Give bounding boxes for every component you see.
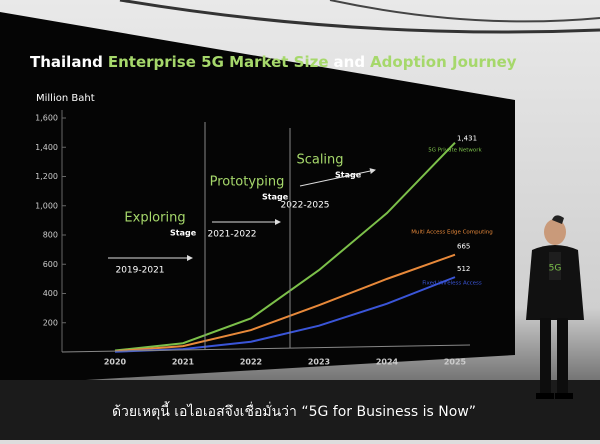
stage-period: 2019-2021 [115, 266, 164, 276]
y-tick-label: 1,600 [35, 114, 58, 123]
series-line [114, 276, 456, 353]
stage-title: Scaling [296, 153, 343, 168]
stage-subtitle: Stage [335, 171, 362, 180]
y-tick-label: 200 [43, 318, 58, 327]
y-tick-label: 600 [43, 260, 58, 269]
title-part: and [334, 53, 366, 71]
y-tick-label: 1,200 [35, 172, 58, 181]
stage-period: 2021-2022 [207, 230, 256, 240]
y-axis-label: Million Baht [36, 93, 95, 104]
legend-label: Fixed Wireless Access [422, 281, 482, 287]
series-line [114, 142, 456, 352]
stage-arrow [299, 168, 376, 187]
y-tick-label: 1,000 [35, 201, 58, 210]
value-label: 512 [457, 265, 470, 273]
x-axis [61, 344, 471, 353]
title-part: Adoption Journey [370, 53, 517, 71]
legend-label: Multi Access Edge Computing [411, 230, 493, 236]
caption: ด้วยเหตุนี้ เอไอเอสจึงเชื่อมั่นว่า “5G f… [112, 401, 476, 420]
legend-label: 5G Private Network [428, 148, 482, 154]
chart-title: Thailand Enterprise 5G Market Size and Adop… [30, 53, 517, 71]
stage-subtitle: Stage [262, 193, 289, 202]
title-part: Thailand [30, 53, 103, 71]
svg-text:5G: 5G [549, 264, 562, 274]
ceiling-ring [119, 0, 600, 34]
y-tick-label: 1,400 [35, 143, 58, 152]
x-tick-label: 2020 [104, 358, 127, 367]
stage-subtitle: Stage [170, 229, 197, 238]
screen [0, 12, 515, 385]
x-tick-label: 2022 [240, 358, 262, 367]
ceiling-ring [329, 0, 600, 23]
value-label: 1,431 [457, 135, 477, 143]
stage-period: 2022-2025 [280, 201, 329, 211]
y-tick-label: 800 [43, 231, 58, 240]
stage-title: Exploring [124, 211, 185, 226]
x-tick-label: 2023 [308, 358, 330, 367]
value-label: 665 [457, 243, 470, 251]
series-line [114, 253, 456, 353]
stage-title: Prototyping [210, 175, 285, 190]
x-tick-label: 2021 [172, 358, 195, 367]
x-tick-label: 2024 [376, 358, 399, 367]
y-tick-label: 400 [43, 289, 58, 298]
stage-floor [0, 380, 600, 440]
title-part: Enterprise 5G Market Size [108, 53, 329, 71]
presenter: 5G [526, 215, 584, 399]
x-tick-label: 2025 [444, 358, 467, 367]
